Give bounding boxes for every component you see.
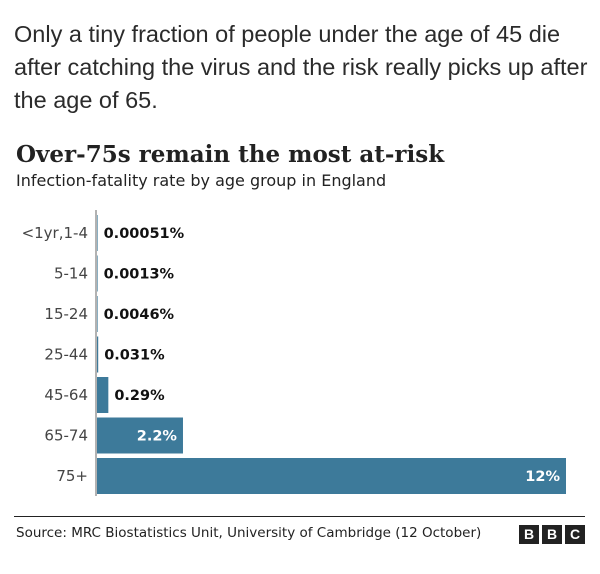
bar: [97, 458, 566, 494]
value-label: 0.0046%: [104, 307, 175, 323]
category-label: 15-24: [44, 305, 88, 323]
category-label: 25-44: [44, 346, 88, 364]
bbc-logo: B B C: [519, 525, 585, 544]
category-label: 5-14: [54, 265, 88, 283]
value-label: 0.0013%: [104, 267, 175, 283]
value-label: 12%: [525, 469, 560, 485]
value-label: 0.031%: [104, 348, 165, 364]
bar: [97, 336, 99, 373]
source-divider: [14, 516, 585, 517]
value-label: 0.00051%: [104, 226, 185, 242]
chart-subtitle: Infection-fatality rate by age group in …: [16, 171, 387, 190]
logo-letter: B: [542, 525, 562, 544]
category-label: 65-74: [44, 427, 88, 445]
chart-title: Over-75s remain the most at-risk: [16, 141, 445, 168]
bar: [97, 417, 183, 454]
source-text: Source: MRC Biostatistics Unit, Universi…: [16, 525, 482, 541]
category-label: 45-64: [44, 386, 88, 404]
category-label: <1yr,1-4: [22, 224, 88, 242]
intro-text: Only a tiny fraction of people under the…: [14, 21, 588, 113]
bar: [97, 377, 109, 413]
logo-letter: B: [519, 525, 539, 544]
bar: [97, 255, 98, 292]
category-label: 75+: [56, 467, 88, 485]
value-label: 2.2%: [137, 429, 178, 445]
bar: [97, 296, 98, 332]
bar: [97, 215, 98, 251]
value-label: 0.29%: [114, 388, 165, 404]
bar-chart: <1yr,1-4 0.00051% 5-14 0.0013% 15-24 0.0046% 2…: [22, 210, 566, 496]
logo-letter: C: [565, 525, 585, 544]
